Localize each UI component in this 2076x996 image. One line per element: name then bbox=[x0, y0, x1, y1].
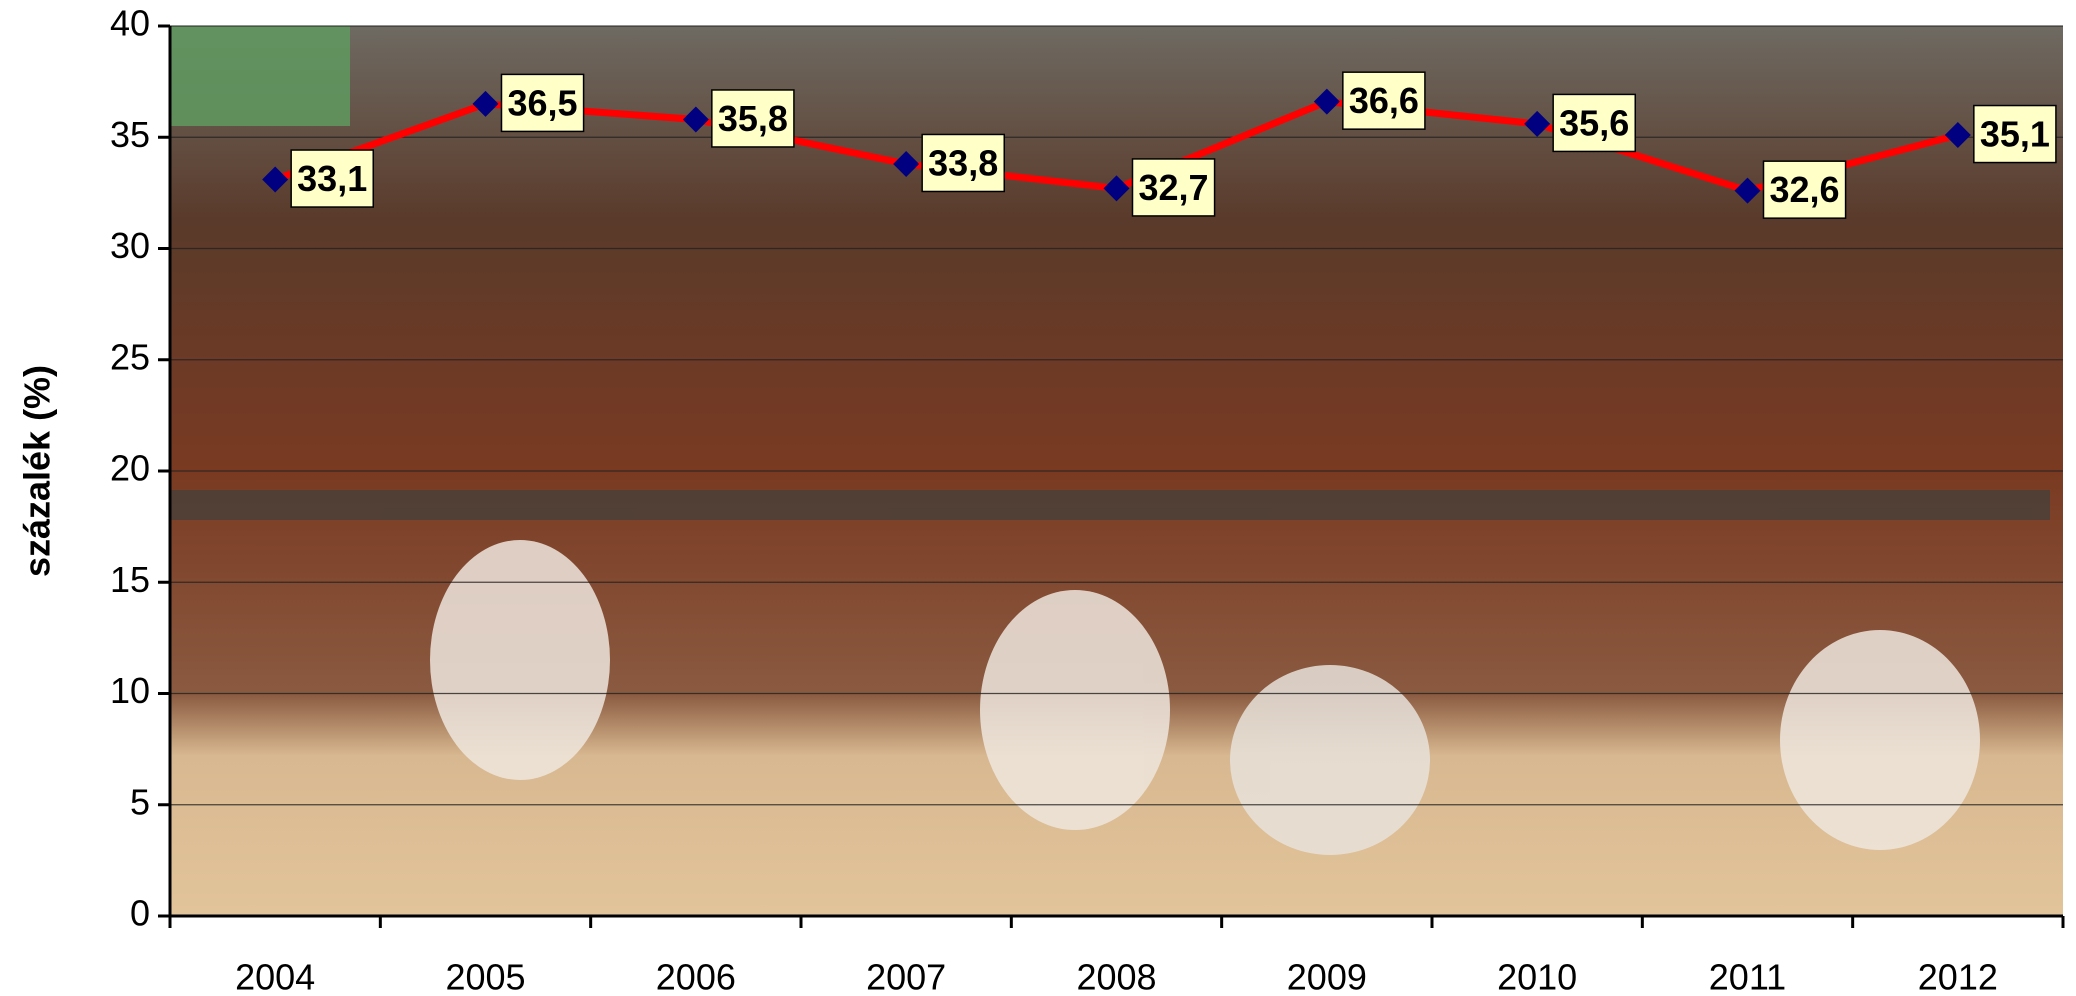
marker bbox=[1103, 175, 1130, 202]
data-label-box bbox=[290, 149, 374, 208]
data-label-text: 32,6 bbox=[1770, 169, 1840, 210]
data-label: 33,8 bbox=[921, 133, 1005, 193]
marker bbox=[472, 90, 499, 117]
y-tick-label: 30 bbox=[110, 225, 150, 266]
data-label: 33,1 bbox=[290, 149, 374, 208]
marker bbox=[893, 150, 920, 177]
marker bbox=[1524, 110, 1551, 137]
data-label-box bbox=[1762, 160, 1847, 219]
data-label: 36,5 bbox=[500, 73, 585, 133]
data-label-text: 33,8 bbox=[928, 142, 998, 183]
data-label: 35,6 bbox=[1552, 93, 1636, 153]
y-axis-label: százalék (%) bbox=[17, 365, 58, 577]
data-label-box bbox=[1973, 104, 2057, 164]
x-tick-label: 2009 bbox=[1287, 957, 1367, 996]
data-label-text: 32,7 bbox=[1139, 167, 1209, 208]
data-label-text: 35,8 bbox=[718, 98, 788, 139]
y-tick-label: 35 bbox=[110, 114, 150, 155]
y-tick-label: 5 bbox=[130, 781, 150, 822]
x-tick-label: 2010 bbox=[1497, 957, 1577, 996]
x-tick-label: 2004 bbox=[235, 957, 315, 996]
marker bbox=[262, 166, 289, 193]
data-label: 36,6 bbox=[1342, 71, 1426, 130]
marker bbox=[1944, 122, 1971, 149]
x-tick-label: 2012 bbox=[1918, 957, 1998, 996]
data-label-text: 35,6 bbox=[1559, 102, 1629, 143]
x-tick-label: 2011 bbox=[1709, 957, 1786, 996]
data-label-text: 35,1 bbox=[1980, 114, 2050, 155]
y-tick-label: 40 bbox=[110, 3, 150, 44]
data-label-box bbox=[711, 89, 795, 148]
data-label-box bbox=[1552, 93, 1636, 153]
x-tick-label: 2006 bbox=[656, 957, 736, 996]
data-label-box bbox=[1131, 158, 1216, 217]
x-tick-label: 2007 bbox=[866, 957, 946, 996]
data-label: 35,1 bbox=[1973, 104, 2057, 164]
data-label-text: 33,1 bbox=[297, 158, 367, 199]
data-label: 32,6 bbox=[1762, 160, 1847, 219]
x-tick-label: 2008 bbox=[1076, 957, 1156, 996]
data-label-box bbox=[921, 133, 1005, 193]
data-label-text: 36,5 bbox=[508, 82, 578, 123]
data-label: 32,7 bbox=[1131, 158, 1216, 217]
marker bbox=[1734, 177, 1761, 204]
photo-shapes bbox=[170, 26, 2050, 855]
y-tick-label: 10 bbox=[110, 670, 150, 711]
y-tick-label: 15 bbox=[110, 559, 150, 600]
data-label-box bbox=[500, 73, 585, 133]
data-label-box bbox=[1342, 71, 1426, 130]
x-tick-label: 2005 bbox=[445, 957, 525, 996]
data-label-text: 36,6 bbox=[1349, 80, 1419, 121]
marker bbox=[682, 106, 709, 133]
marker bbox=[1313, 88, 1340, 115]
data-label: 35,8 bbox=[711, 89, 795, 148]
y-tick-label: 25 bbox=[110, 336, 150, 377]
y-tick-label: 20 bbox=[110, 448, 150, 489]
y-tick-label: 0 bbox=[130, 893, 150, 934]
